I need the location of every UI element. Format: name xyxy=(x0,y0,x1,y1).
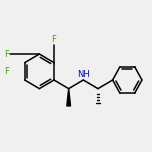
Text: F: F xyxy=(52,35,56,44)
Text: NH: NH xyxy=(77,70,90,79)
Polygon shape xyxy=(67,89,71,106)
Text: F: F xyxy=(4,50,9,59)
Text: F: F xyxy=(4,67,9,76)
